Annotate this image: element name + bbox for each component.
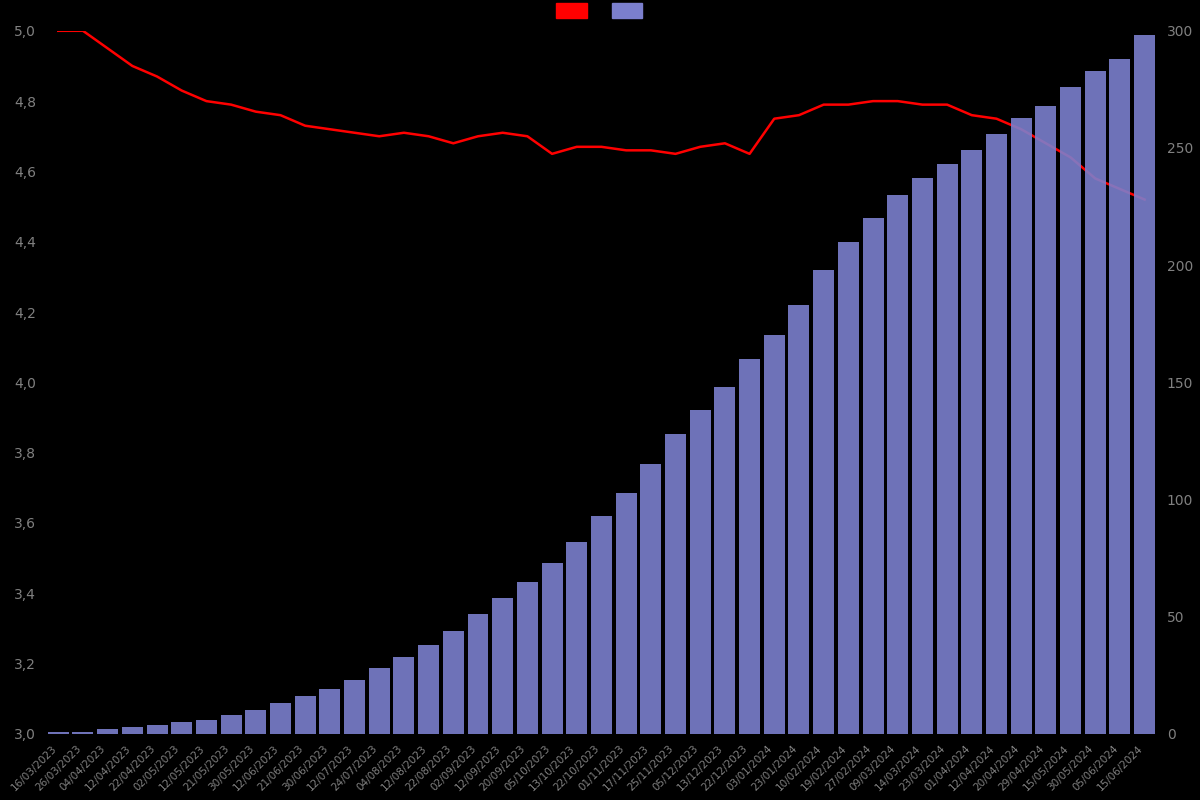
Bar [172,722,192,734]
Bar [814,270,834,734]
Bar [566,542,587,734]
Bar [1060,87,1081,734]
Bar [590,516,612,734]
Bar [1010,118,1032,734]
Bar [97,730,118,734]
Bar [492,598,514,734]
Bar [838,242,859,734]
Bar [48,731,68,734]
Bar [146,725,168,734]
Bar [295,697,316,734]
Bar [961,150,983,734]
Bar [641,464,661,734]
Bar [344,680,365,734]
Bar [937,164,958,734]
Bar [665,434,686,734]
Bar [368,668,390,734]
Bar [270,703,290,734]
Bar [468,614,488,734]
Bar [1036,106,1056,734]
Bar [616,493,637,734]
Bar [319,690,341,734]
Bar [887,195,908,734]
Bar [1134,35,1156,734]
Bar [1110,59,1130,734]
Bar [541,563,563,734]
Bar [986,134,1007,734]
Bar [517,582,538,734]
Bar [714,387,736,734]
Bar [1085,70,1105,734]
Bar [739,359,760,734]
Bar [788,305,810,734]
Bar [443,630,464,734]
Bar [690,410,710,734]
Bar [72,731,94,734]
Bar [122,727,143,734]
Bar [394,657,414,734]
Bar [245,710,266,734]
Legend: , : , [557,2,647,18]
Bar [196,720,217,734]
Bar [418,645,439,734]
Bar [763,335,785,734]
Bar [863,218,883,734]
Bar [912,178,932,734]
Bar [221,715,241,734]
